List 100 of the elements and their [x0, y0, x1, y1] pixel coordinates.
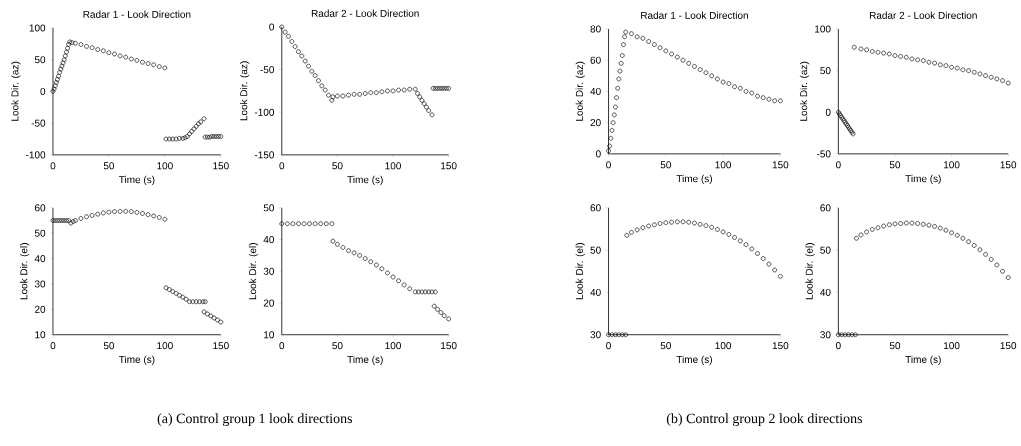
x-axis-title: Time (s) [119, 175, 155, 186]
point [438, 310, 444, 316]
point [368, 259, 374, 265]
point [390, 88, 396, 94]
point [340, 245, 346, 250]
y-tick-label: -50 [31, 119, 46, 127]
point [692, 64, 697, 69]
x-tick-label: 50 [889, 342, 901, 350]
point [296, 221, 301, 227]
point [202, 134, 208, 140]
point [401, 282, 407, 288]
point [89, 45, 95, 51]
point [189, 129, 195, 134]
point [211, 315, 217, 321]
point [903, 55, 909, 60]
x-tick-label: 150 [1000, 342, 1017, 350]
x-tick-label: 150 [213, 342, 229, 350]
point [407, 87, 413, 92]
point [1005, 80, 1011, 86]
point [743, 89, 749, 94]
point [190, 299, 196, 305]
point [686, 61, 692, 66]
point [140, 211, 145, 216]
point [151, 62, 157, 68]
point [937, 62, 943, 68]
point [697, 222, 703, 227]
point [316, 78, 321, 84]
point [335, 242, 340, 247]
x-tick-label: 150 [213, 162, 229, 170]
point [167, 136, 172, 142]
point [715, 227, 720, 232]
point [1000, 269, 1005, 274]
point [624, 233, 630, 238]
point [385, 270, 390, 276]
point [760, 95, 766, 101]
point [988, 257, 994, 262]
point [422, 289, 428, 295]
point [201, 116, 207, 122]
point [966, 68, 971, 74]
point [357, 253, 362, 258]
point [173, 136, 179, 142]
point [412, 87, 418, 92]
point [346, 93, 351, 98]
point [187, 299, 192, 305]
point [329, 221, 335, 227]
chart-title: Radar 1 - Look Direction [83, 10, 191, 19]
point [301, 221, 307, 227]
point [737, 86, 743, 91]
point [749, 90, 755, 96]
point [396, 87, 401, 93]
point [611, 112, 617, 118]
point [362, 256, 368, 262]
y-tick-label: 100 [815, 25, 831, 33]
point [846, 332, 851, 338]
point [145, 61, 151, 67]
y-tick-label: 20 [590, 119, 601, 127]
point [215, 317, 220, 323]
point [441, 313, 447, 319]
point [960, 67, 966, 73]
point [61, 57, 67, 63]
point [296, 49, 301, 55]
point [864, 47, 869, 53]
point [766, 97, 772, 102]
point [374, 262, 379, 268]
point [892, 53, 898, 59]
point [886, 222, 892, 228]
point [994, 76, 1000, 82]
y-tick-label: -100 [254, 108, 275, 116]
point [737, 238, 743, 244]
point [715, 76, 720, 82]
point [988, 75, 994, 80]
point [421, 101, 427, 107]
point [616, 76, 622, 82]
y-tick-label: 10 [35, 331, 46, 339]
point [95, 212, 101, 217]
point [318, 221, 324, 227]
point [446, 316, 451, 322]
point [619, 332, 625, 338]
point [609, 128, 615, 133]
y-axis-title: Look Dir. (el) [575, 243, 585, 300]
point [163, 136, 169, 142]
point [680, 58, 686, 63]
point [322, 87, 328, 93]
point [634, 34, 640, 40]
y-tick-label: 0 [269, 23, 275, 31]
point [58, 67, 64, 72]
y-tick-label: 40 [263, 236, 275, 244]
point [309, 69, 315, 74]
point [412, 289, 418, 295]
point [183, 297, 189, 302]
point [926, 223, 932, 228]
y-axis-title: Look Dir. (el) [20, 243, 30, 300]
x-axis-title: Time (s) [347, 355, 383, 366]
y-tick-label: 0 [825, 108, 831, 116]
point [634, 227, 640, 233]
point [73, 41, 78, 46]
y-tick-label: 50 [820, 67, 831, 75]
point [720, 79, 726, 85]
point [949, 230, 954, 236]
point [755, 93, 760, 99]
